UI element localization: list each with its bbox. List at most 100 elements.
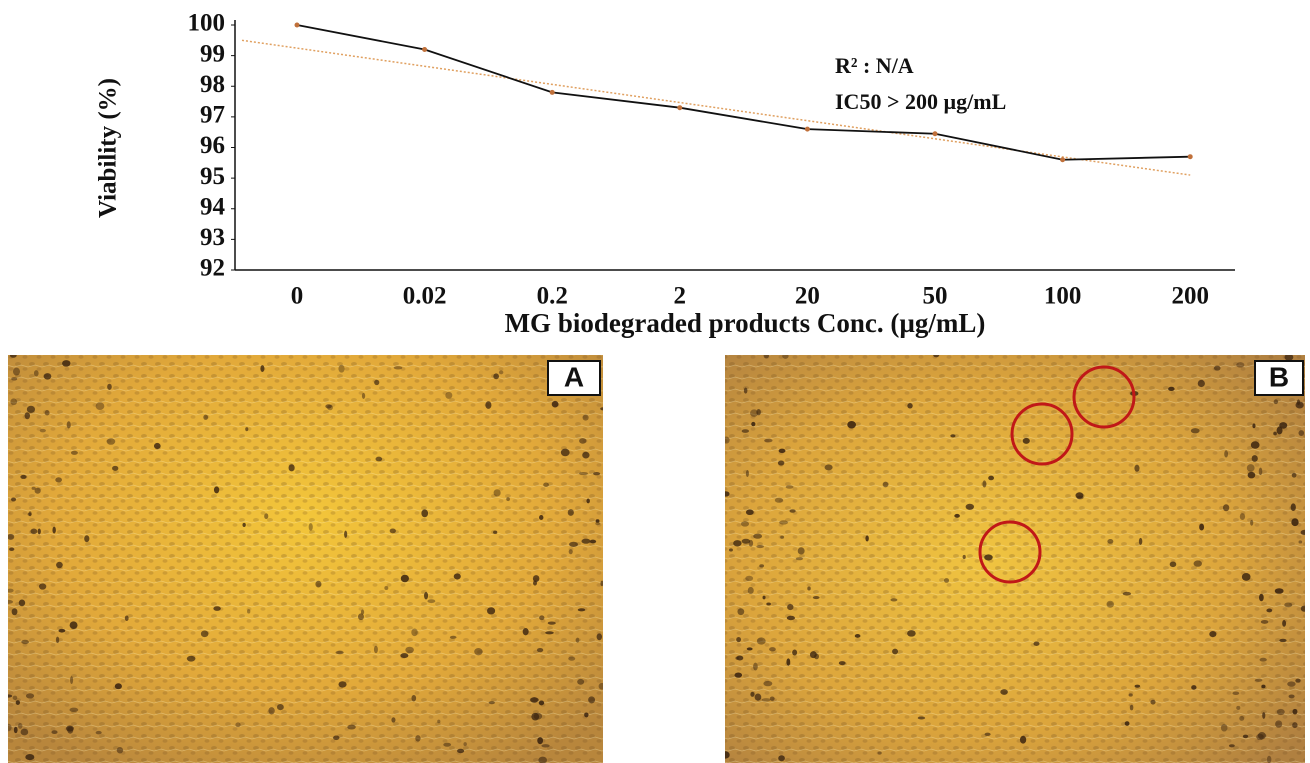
debris-dot	[1262, 712, 1266, 719]
data-line	[296, 24, 1191, 161]
y-tick-label: 98	[200, 71, 225, 98]
debris-dot	[1134, 684, 1141, 688]
debris-dot	[541, 744, 550, 748]
debris-dot	[545, 631, 554, 635]
debris-dot	[260, 365, 265, 372]
debris-dot	[782, 355, 789, 359]
debris-dot	[1260, 619, 1269, 624]
debris-dot	[838, 661, 846, 666]
debris-dot	[741, 429, 750, 433]
debris-dot	[531, 712, 540, 721]
debris-dot	[25, 693, 35, 699]
debris-dot	[11, 377, 18, 381]
debris-dot	[745, 509, 754, 516]
annotation: R² : N/A	[835, 53, 914, 78]
debris-dot	[411, 695, 417, 702]
debris-dot	[1122, 591, 1132, 596]
debris-dot	[907, 403, 913, 409]
debris-dot	[415, 735, 421, 742]
debris-dot	[1124, 721, 1130, 726]
debris-dot	[537, 737, 544, 745]
debris-dot	[400, 653, 409, 659]
debris-dot	[589, 539, 597, 544]
debris-dot	[213, 486, 220, 494]
debris-dot	[1288, 694, 1295, 699]
debris-dot	[734, 672, 743, 678]
debris-dot	[10, 398, 18, 406]
debris-dot	[277, 704, 284, 711]
debris-dot	[11, 497, 17, 502]
debris-dot	[107, 383, 112, 390]
debris-dot	[1291, 472, 1297, 478]
debris-dot	[51, 730, 58, 735]
debris-dot	[1199, 523, 1205, 531]
debris-dot	[8, 599, 14, 604]
debris-dot	[1251, 455, 1258, 462]
debris-dot	[493, 530, 498, 535]
debris-dot	[1246, 464, 1255, 472]
debris-dot	[26, 405, 36, 413]
debris-dot	[1000, 689, 1008, 695]
debris-dot	[824, 464, 833, 471]
x-tick-label: 200	[1171, 283, 1209, 310]
debris-dot	[52, 526, 56, 534]
debris-dot	[567, 509, 574, 516]
data-point	[294, 22, 300, 28]
debris-dot	[1256, 733, 1264, 741]
panel-label-box	[1254, 360, 1304, 396]
debris-dot	[1287, 681, 1296, 687]
debris-dot	[325, 404, 332, 409]
debris-dot	[543, 482, 549, 487]
debris-dot	[962, 554, 966, 560]
debris-dot	[950, 434, 956, 438]
debris-dot	[847, 421, 856, 429]
debris-dot	[1241, 572, 1251, 581]
debris-dot	[789, 509, 796, 513]
debris-dot	[1242, 734, 1249, 739]
debris-dot	[245, 427, 249, 432]
x-tick-label: 20	[795, 283, 820, 310]
debris-dot	[807, 586, 811, 591]
y-tick-label: 92	[200, 255, 225, 282]
debris-dot	[785, 485, 794, 489]
debris-dot	[522, 628, 529, 636]
debris-dot	[493, 373, 499, 380]
debris-dot	[1075, 492, 1084, 499]
debris-dot	[488, 701, 495, 705]
data-point	[549, 89, 555, 95]
debris-dot	[560, 448, 570, 457]
debris-dot	[1273, 399, 1279, 405]
debris-dot	[751, 421, 756, 427]
debris-dot	[809, 651, 817, 659]
debris-dot	[854, 634, 861, 638]
debris-dot	[95, 730, 102, 735]
debris-dot	[792, 649, 798, 656]
debris-dot	[1252, 423, 1256, 429]
debris-dot	[736, 636, 742, 643]
x-tick-label: 100	[1044, 283, 1082, 310]
debris-dot	[532, 575, 540, 582]
debris-dot	[1274, 588, 1284, 594]
debris-dot	[84, 535, 90, 543]
debris-dot	[264, 513, 269, 520]
debris-dot	[427, 599, 436, 604]
debris-dot	[577, 608, 586, 612]
debris-dot	[1134, 464, 1140, 472]
debris-dot	[1259, 657, 1267, 662]
debris-dot	[764, 438, 773, 443]
trend-line	[241, 39, 1191, 176]
debris-dot	[421, 509, 429, 518]
debris-dot	[1247, 471, 1256, 479]
debris-dot	[756, 637, 766, 645]
debris-dot	[186, 655, 196, 662]
debris-dot	[750, 691, 755, 697]
debris-dot	[756, 409, 761, 416]
debris-dot	[1254, 678, 1263, 682]
debris-dot	[62, 360, 71, 367]
debris-dot	[1239, 715, 1245, 721]
debris-dot	[43, 373, 52, 380]
debris-dot	[762, 595, 766, 600]
debris-dot	[333, 735, 340, 741]
debris-dot	[34, 487, 41, 494]
debris-dot	[457, 748, 465, 754]
